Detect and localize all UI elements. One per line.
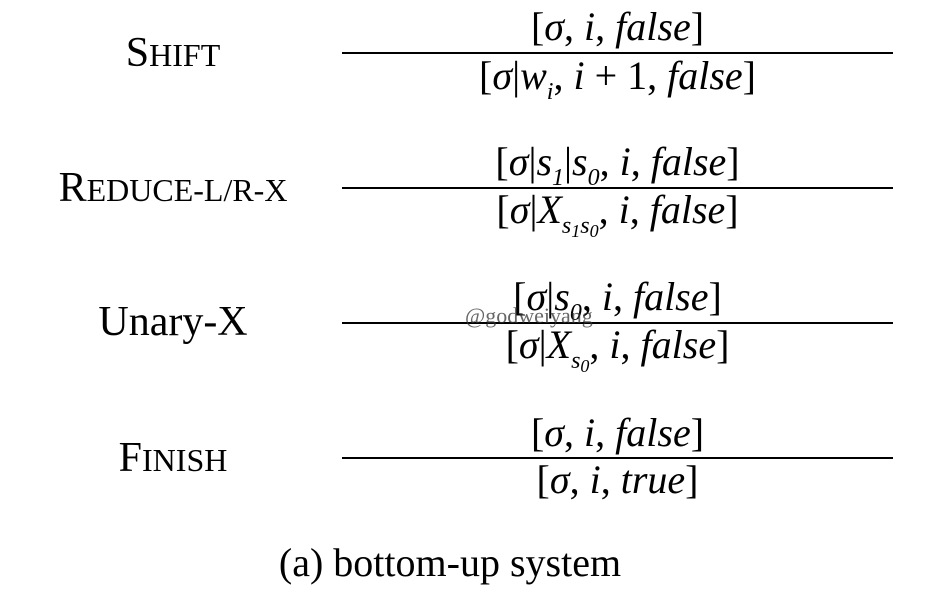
rule-name-shift-initial: S xyxy=(125,30,150,76)
unary-conclusion: [σ|X_{s_0}, i, false] [σ|Xs0, i, false] xyxy=(505,322,730,376)
rule-name-finish: FINISH xyxy=(13,437,333,479)
unary-premise: [σ|s_0, i, false] [σ|s0, i, false] xyxy=(513,274,722,326)
rule-name-unary: Unary-X xyxy=(13,301,333,343)
figure-caption: (a) bottom-up system xyxy=(278,540,622,585)
shift-rule-line xyxy=(342,52,893,54)
rule-name-reduce: REDUCE-L/R-X xyxy=(13,167,333,209)
rule-name-shift-rest: HIFT xyxy=(149,37,221,73)
reduce-rule-line xyxy=(342,187,893,189)
finish-premise: [σ, i, false] [σ, i, false] xyxy=(530,410,705,455)
rule-name-reduce-rest: EDUCE-L/R-X xyxy=(86,172,288,208)
rule-name-finish-initial: F xyxy=(118,435,143,481)
shift-conclusion: [σ|w_i, i + 1, false] [σ|wi, i + 1, fals… xyxy=(479,53,756,105)
unary-rule-line xyxy=(342,322,893,324)
rule-name-reduce-initial: R xyxy=(58,165,87,211)
finish-conclusion: [σ, i, true] [σ, i, true] xyxy=(536,457,699,502)
finish-rule-line xyxy=(342,457,893,459)
reduce-premise: [σ|s_1|s_0, i, false] [σ|s1|s0, i, false… xyxy=(495,139,740,191)
rule-name-finish-rest: INISH xyxy=(142,442,228,478)
watermark-text: @godweiyang xyxy=(465,303,593,328)
shift-premise: [σ, i, false] [σ, i, false] xyxy=(530,4,705,49)
reduce-conclusion: [σ|X_{s_1 s_0}, i, false] [σ|Xs1s0, i, f… xyxy=(496,187,739,241)
rule-name-shift: SHIFT xyxy=(13,32,333,74)
rule-name-unary-text: Unary-X xyxy=(98,299,248,345)
